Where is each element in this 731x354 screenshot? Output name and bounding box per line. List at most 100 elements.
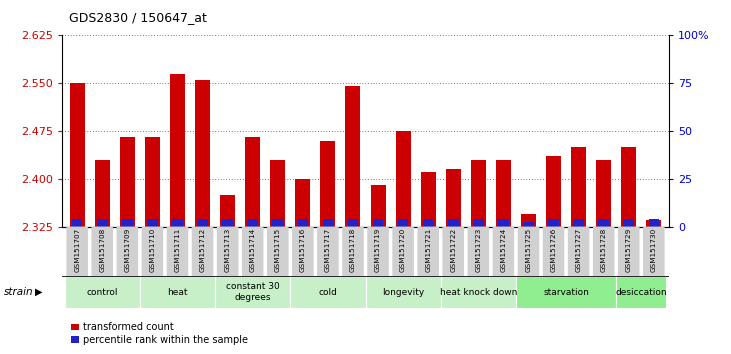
Text: GSM151715: GSM151715 — [275, 228, 281, 272]
Bar — [298, 219, 308, 227]
Text: GSM151730: GSM151730 — [651, 228, 657, 272]
Bar — [648, 219, 659, 227]
FancyBboxPatch shape — [217, 227, 238, 276]
Text: desiccation: desiccation — [616, 287, 667, 297]
FancyBboxPatch shape — [618, 227, 640, 276]
Bar — [516, 276, 616, 308]
Bar — [496, 160, 511, 227]
FancyBboxPatch shape — [91, 227, 113, 276]
Bar — [441, 276, 516, 308]
Text: GSM151718: GSM151718 — [350, 228, 356, 272]
Bar — [222, 219, 233, 227]
Bar — [247, 219, 258, 227]
Bar — [596, 160, 611, 227]
Bar — [173, 219, 183, 227]
FancyBboxPatch shape — [167, 227, 189, 276]
Bar — [195, 80, 210, 227]
FancyBboxPatch shape — [568, 227, 589, 276]
Text: GSM151725: GSM151725 — [526, 228, 531, 272]
Text: GSM151722: GSM151722 — [450, 228, 456, 272]
Bar — [270, 160, 285, 227]
Text: heat knock down: heat knock down — [439, 287, 517, 297]
FancyBboxPatch shape — [342, 227, 364, 276]
Text: control: control — [86, 287, 118, 297]
FancyBboxPatch shape — [317, 227, 338, 276]
Text: GSM151719: GSM151719 — [375, 228, 381, 272]
Text: heat: heat — [167, 287, 188, 297]
FancyBboxPatch shape — [67, 227, 88, 276]
Bar — [646, 220, 662, 227]
Text: GSM151712: GSM151712 — [200, 228, 205, 272]
Bar — [395, 131, 411, 227]
Bar — [448, 219, 458, 227]
Bar — [546, 156, 561, 227]
Text: GSM151708: GSM151708 — [99, 228, 105, 272]
FancyBboxPatch shape — [593, 227, 615, 276]
Bar — [69, 83, 85, 227]
Text: GSM151721: GSM151721 — [425, 228, 431, 272]
Text: GSM151729: GSM151729 — [626, 228, 632, 272]
Bar — [64, 276, 140, 308]
Bar — [290, 276, 366, 308]
Bar — [95, 160, 110, 227]
FancyBboxPatch shape — [542, 227, 564, 276]
Text: GSM151727: GSM151727 — [575, 228, 582, 272]
Bar — [215, 276, 290, 308]
Text: GSM151707: GSM151707 — [74, 228, 80, 272]
Text: GSM151716: GSM151716 — [300, 228, 306, 272]
Legend: transformed count, percentile rank within the sample: transformed count, percentile rank withi… — [67, 319, 251, 349]
Bar — [170, 74, 185, 227]
Text: constant 30
degrees: constant 30 degrees — [226, 282, 279, 302]
Text: GSM151710: GSM151710 — [149, 228, 156, 272]
Text: GSM151717: GSM151717 — [325, 228, 331, 272]
FancyBboxPatch shape — [643, 227, 664, 276]
Text: ▶: ▶ — [35, 287, 42, 297]
Bar — [548, 219, 558, 227]
FancyBboxPatch shape — [267, 227, 289, 276]
Bar — [295, 179, 311, 227]
Bar — [624, 219, 634, 227]
FancyBboxPatch shape — [292, 227, 314, 276]
Bar — [423, 219, 433, 227]
Bar — [446, 169, 461, 227]
FancyBboxPatch shape — [367, 227, 389, 276]
Text: GDS2830 / 150647_at: GDS2830 / 150647_at — [69, 11, 208, 24]
Bar — [373, 219, 383, 227]
Bar — [348, 219, 358, 227]
Bar — [320, 141, 336, 227]
Bar — [398, 219, 409, 227]
Bar — [220, 195, 235, 227]
Bar — [366, 276, 441, 308]
Bar — [322, 219, 333, 227]
FancyBboxPatch shape — [417, 227, 439, 276]
Bar — [573, 219, 584, 227]
Bar — [371, 185, 385, 227]
Bar — [72, 219, 83, 227]
Text: GSM151711: GSM151711 — [175, 228, 181, 272]
FancyBboxPatch shape — [493, 227, 514, 276]
Bar — [521, 214, 536, 227]
Bar — [523, 222, 534, 227]
Bar — [420, 172, 436, 227]
Bar — [147, 219, 158, 227]
Text: GSM151714: GSM151714 — [250, 228, 256, 272]
Bar — [621, 147, 636, 227]
FancyBboxPatch shape — [242, 227, 263, 276]
Bar — [471, 160, 486, 227]
Bar — [273, 219, 283, 227]
Text: GSM151723: GSM151723 — [475, 228, 481, 272]
Text: GSM151709: GSM151709 — [124, 228, 130, 272]
Text: cold: cold — [319, 287, 337, 297]
Bar — [145, 137, 160, 227]
Bar — [197, 219, 208, 227]
Text: GSM151720: GSM151720 — [400, 228, 406, 272]
Bar — [97, 219, 107, 227]
Text: strain: strain — [4, 287, 34, 297]
Bar — [473, 219, 484, 227]
FancyBboxPatch shape — [142, 227, 163, 276]
Bar — [140, 276, 215, 308]
FancyBboxPatch shape — [442, 227, 464, 276]
Bar — [616, 276, 667, 308]
FancyBboxPatch shape — [192, 227, 213, 276]
Bar — [122, 219, 132, 227]
